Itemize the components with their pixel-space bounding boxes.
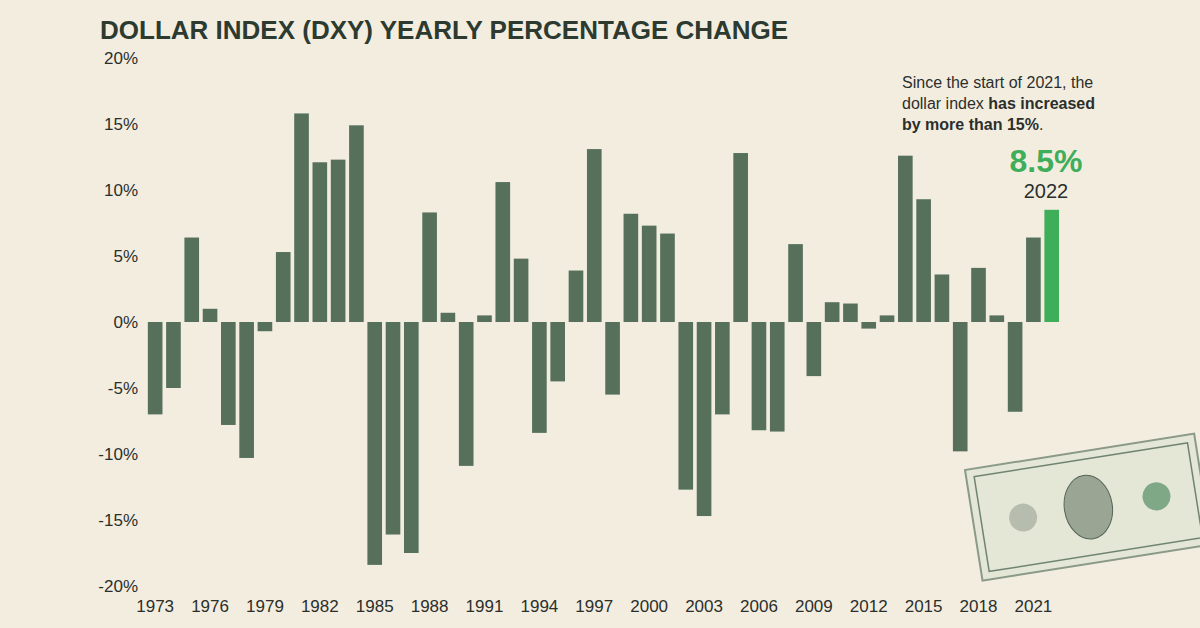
highlight-value: 8.5%	[1010, 143, 1083, 179]
bill-seal	[1007, 501, 1039, 533]
bar	[184, 238, 199, 322]
bar	[935, 274, 950, 322]
dollar-bill-decoration	[965, 434, 1200, 581]
bar	[916, 199, 931, 322]
bar	[514, 259, 529, 322]
bar	[843, 304, 858, 322]
bar	[861, 322, 876, 329]
highlight-year: 2022	[1024, 180, 1069, 202]
bar	[825, 302, 840, 322]
chart: DOLLAR INDEX (DXY) YEARLY PERCENTAGE CHA…	[0, 0, 1200, 628]
bar	[971, 268, 986, 322]
bar	[678, 322, 693, 490]
x-tick-label: 2003	[685, 597, 723, 616]
x-tick-label: 1979	[246, 597, 284, 616]
bar	[624, 214, 639, 322]
x-tick-label: 1973	[136, 597, 174, 616]
bill-body	[965, 434, 1200, 581]
bar	[733, 153, 748, 322]
bill-portrait	[1060, 472, 1117, 543]
bar	[770, 322, 785, 432]
x-tick-label: 1997	[575, 597, 613, 616]
x-tick-label: 1991	[466, 597, 504, 616]
bar	[532, 322, 547, 433]
bar	[166, 322, 181, 388]
annotation-emphasis: has increased by more than 15%	[902, 95, 1095, 133]
bar	[258, 322, 273, 331]
bar	[422, 212, 437, 322]
bar	[404, 322, 419, 553]
x-tick-label: 1982	[301, 597, 339, 616]
bar	[459, 322, 474, 466]
x-tick-label: 2018	[960, 597, 998, 616]
y-tick-label: 0%	[113, 313, 138, 332]
bar	[331, 160, 346, 322]
bar	[587, 149, 602, 322]
bar	[386, 322, 401, 535]
bar	[715, 322, 730, 414]
y-tick-label: -20%	[98, 577, 138, 596]
y-tick-label: 20%	[104, 49, 138, 68]
x-tick-label: 2006	[740, 597, 778, 616]
bar	[880, 315, 895, 322]
x-tick-label: 1994	[520, 597, 558, 616]
x-tick-label: 1976	[191, 597, 229, 616]
bar	[477, 315, 492, 322]
bar	[313, 162, 328, 322]
bars	[148, 113, 1059, 564]
bar	[989, 315, 1004, 322]
bar	[1044, 210, 1059, 322]
x-tick-label: 1985	[356, 597, 394, 616]
bar	[788, 244, 803, 322]
y-tick-label: 15%	[104, 115, 138, 134]
annotation: Since the start of 2021, the dollar inde…	[902, 72, 1112, 135]
x-tick-label: 2000	[630, 597, 668, 616]
bar	[239, 322, 254, 458]
bar	[294, 113, 309, 322]
bar	[605, 322, 620, 395]
bar	[660, 234, 675, 322]
bar	[1008, 322, 1023, 412]
bill-border	[974, 443, 1200, 572]
bar	[221, 322, 236, 425]
y-tick-label: -10%	[98, 445, 138, 464]
bar	[569, 271, 584, 322]
y-tick-label: -15%	[98, 511, 138, 530]
y-tick-label: 5%	[113, 247, 138, 266]
bar	[367, 322, 382, 565]
bar	[752, 322, 767, 430]
x-tick-label: 2015	[905, 597, 943, 616]
bar	[148, 322, 163, 414]
x-tick-label: 1988	[411, 597, 449, 616]
bar	[642, 226, 657, 322]
bar	[898, 156, 913, 322]
bar	[441, 313, 456, 322]
title: DOLLAR INDEX (DXY) YEARLY PERCENTAGE CHA…	[100, 15, 788, 45]
bar	[1026, 238, 1041, 322]
bar	[349, 125, 364, 322]
bar	[550, 322, 565, 381]
x-tick-label: 2009	[795, 597, 833, 616]
bar	[697, 322, 712, 516]
x-tick-label: 2021	[1014, 597, 1052, 616]
bar	[203, 309, 218, 322]
bar	[495, 182, 510, 322]
bar	[807, 322, 822, 376]
y-tick-label: 10%	[104, 181, 138, 200]
bar	[953, 322, 968, 451]
bar	[276, 252, 291, 322]
x-tick-label: 2012	[850, 597, 888, 616]
y-tick-label: -5%	[108, 379, 138, 398]
bill-seal	[1140, 480, 1172, 512]
